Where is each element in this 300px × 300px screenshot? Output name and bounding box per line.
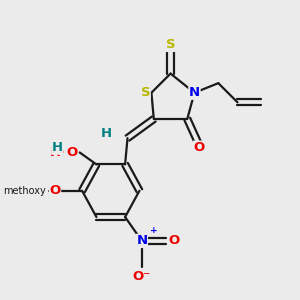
Text: N: N <box>136 234 147 248</box>
Text: methoxy: methoxy <box>4 186 46 196</box>
Text: N: N <box>189 86 200 99</box>
Text: H·O: H·O <box>50 146 77 159</box>
Text: O: O <box>66 146 77 159</box>
Text: H: H <box>52 141 63 154</box>
Text: O: O <box>194 141 205 154</box>
Text: S: S <box>166 38 175 51</box>
Text: +: + <box>150 226 158 235</box>
Text: O: O <box>168 234 179 248</box>
Text: O⁻: O⁻ <box>133 270 151 283</box>
Text: O: O <box>49 184 61 197</box>
Text: S: S <box>141 86 150 99</box>
Text: H: H <box>100 127 112 140</box>
